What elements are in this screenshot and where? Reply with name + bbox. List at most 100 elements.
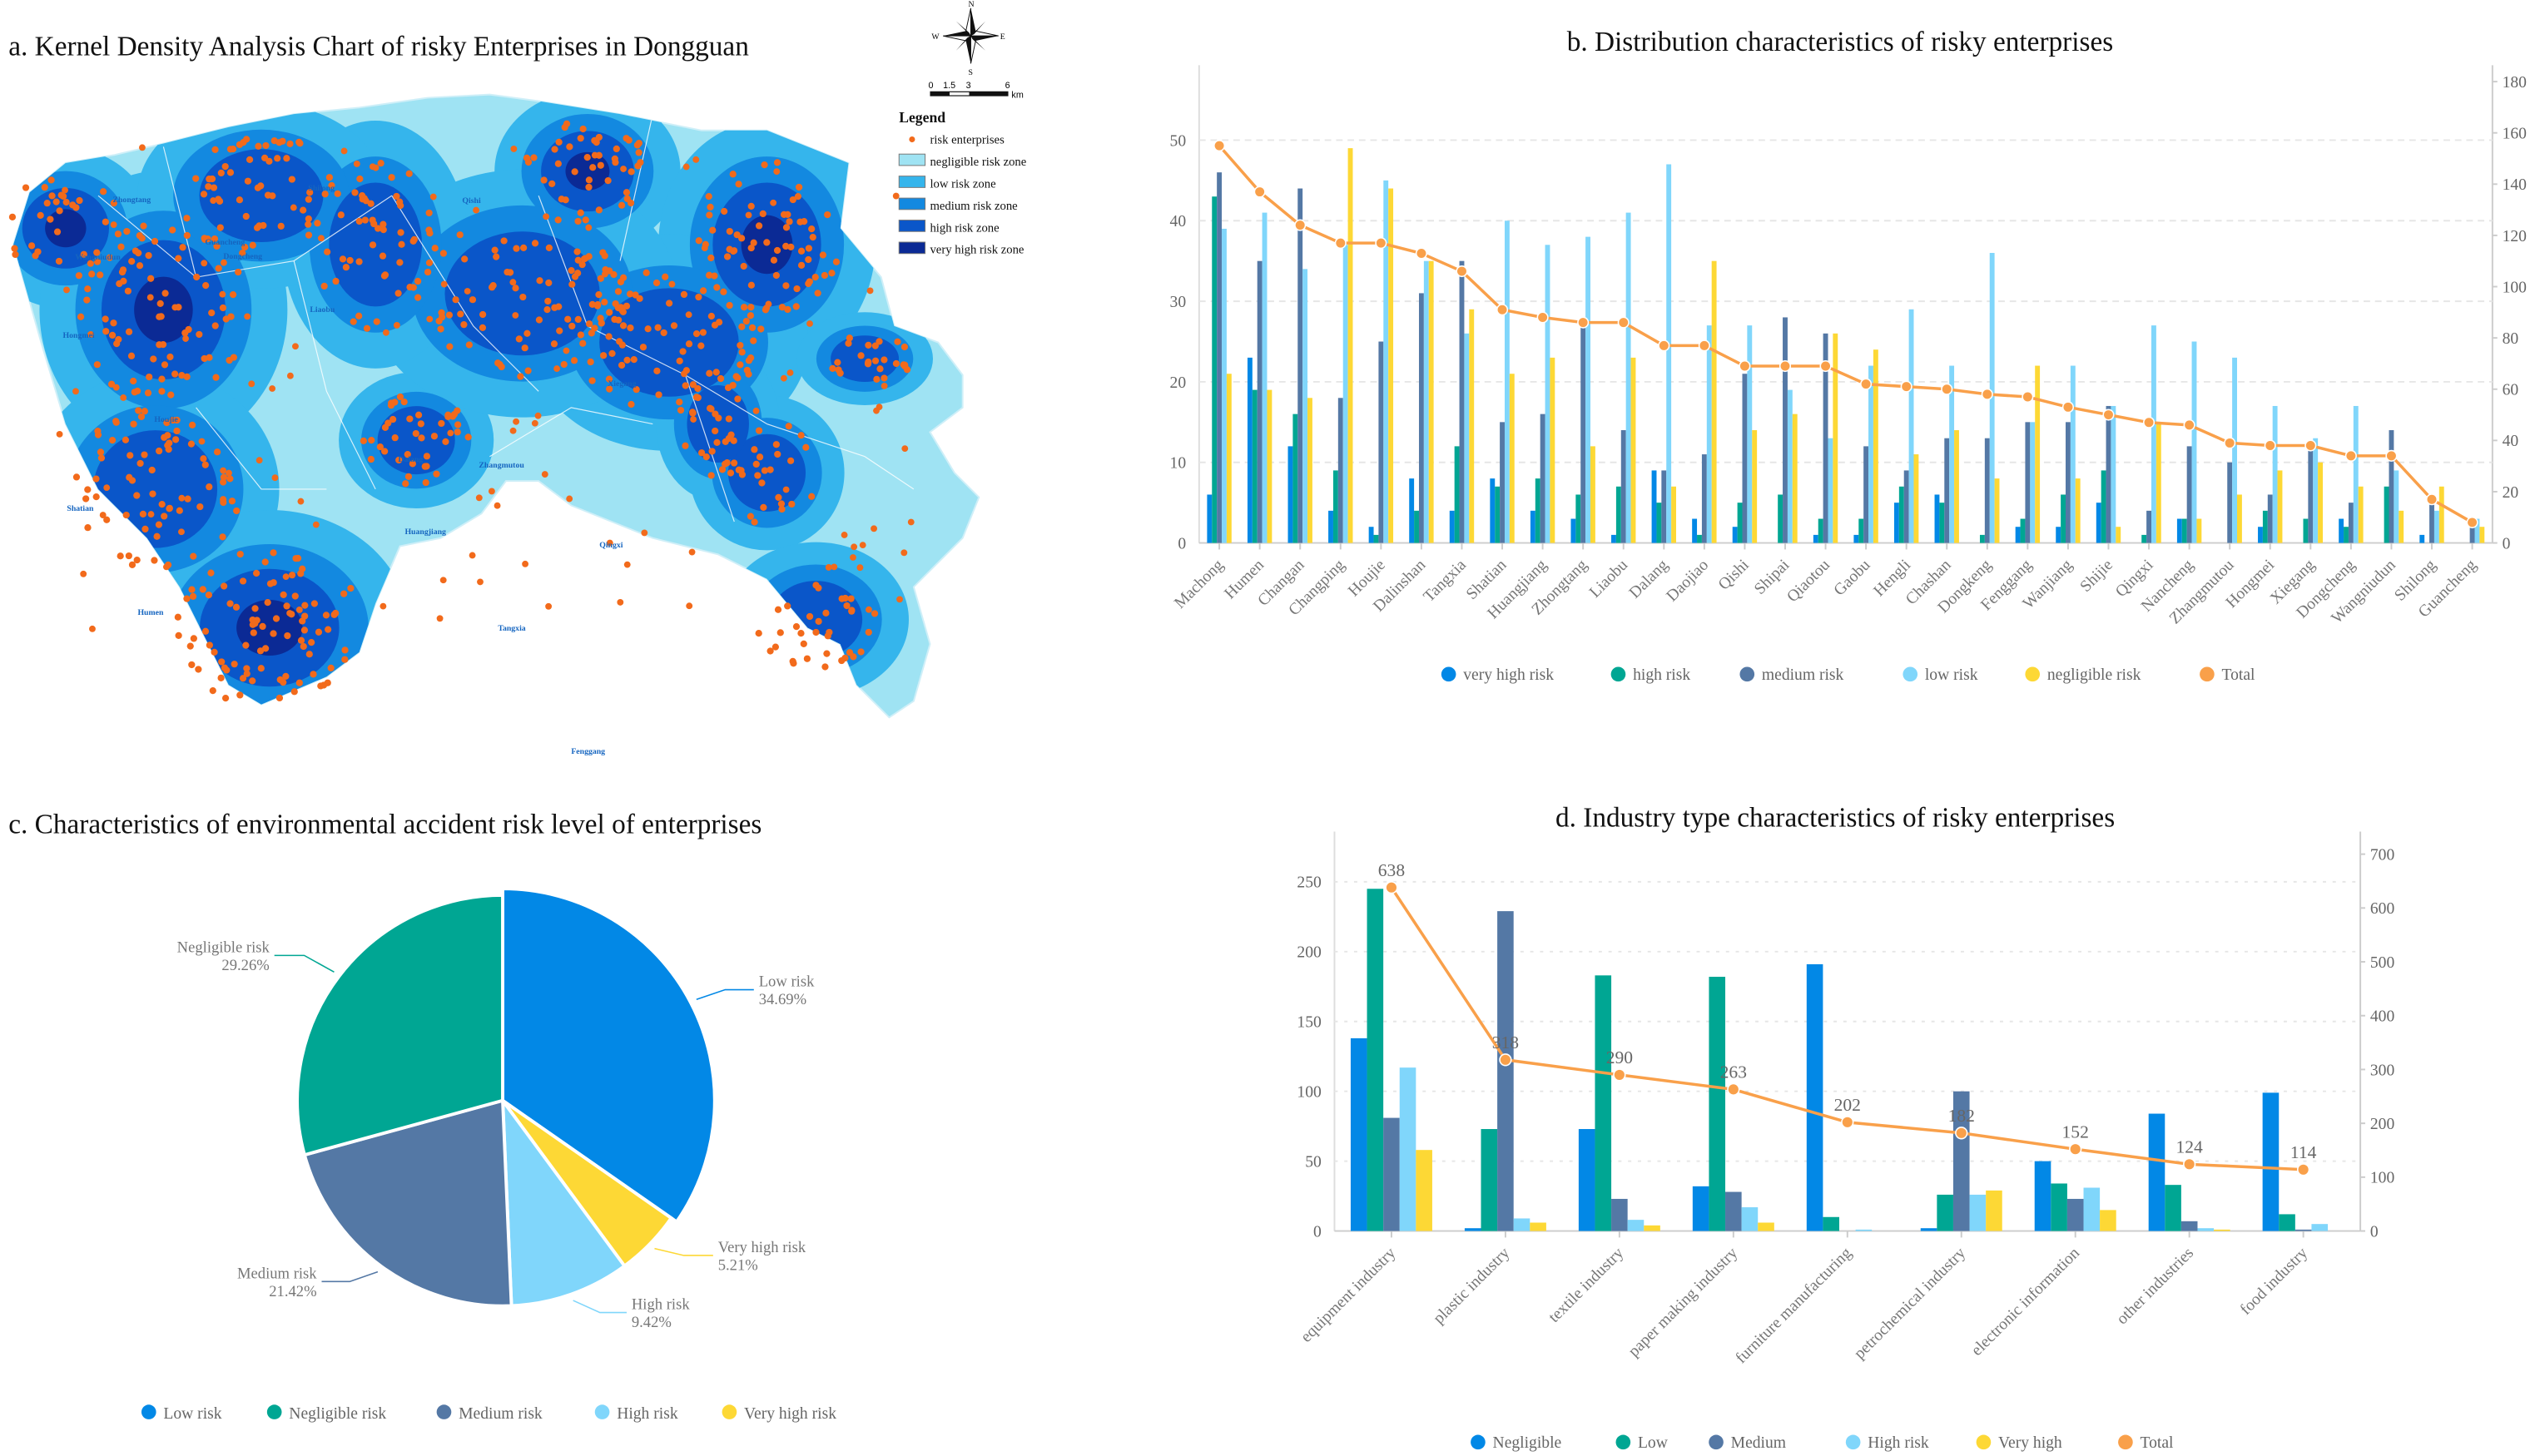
risk-enterprise-dot: [740, 304, 748, 311]
risk-enterprise-dot: [718, 466, 727, 473]
risk-enterprise-dot: [369, 163, 376, 171]
bar-negligible-risk: [2399, 510, 2404, 543]
risk-enterprise-dot: [536, 277, 543, 285]
legend-marker: [266, 1404, 282, 1419]
bar-low-risk: [2030, 422, 2036, 543]
pie-slice: [501, 887, 717, 1225]
bar-negligible-risk: [2075, 478, 2081, 543]
risk-enterprise-dot: [396, 198, 404, 206]
risk-enterprise-dot: [310, 671, 317, 678]
pie-percent: 34.69%: [759, 991, 806, 1008]
y-right-tick-label: 400: [2370, 1008, 2395, 1026]
risk-enterprise-dot: [873, 375, 881, 383]
bar-very-high: [1416, 1150, 1432, 1231]
risk-enterprise-dot: [440, 280, 448, 288]
legend-marker: [1739, 666, 1755, 682]
risk-enterprise-dot: [249, 241, 256, 249]
risk-enterprise-dot: [438, 419, 445, 428]
bar-negligible-risk: [1388, 188, 1394, 543]
bar-low-risk: [1342, 245, 1348, 543]
risk-enterprise-dot: [822, 609, 830, 617]
risk-enterprise-dot: [680, 290, 688, 299]
bar-high-risk: [1656, 503, 1662, 543]
risk-enterprise-dot: [47, 215, 54, 223]
bar-low-risk: [2111, 405, 2116, 543]
risk-enterprise-dot: [210, 184, 218, 191]
bar-high-risk: [1818, 518, 1823, 543]
risk-enterprise-dot: [763, 239, 771, 246]
risk-enterprise-dot: [545, 602, 553, 610]
legend-marker: [1610, 666, 1626, 682]
x-category-label: textile industry: [1545, 1245, 1627, 1326]
legend-label: high risk: [1633, 666, 1690, 684]
risk-enterprise-dot: [358, 192, 366, 200]
risk-enterprise-dot: [797, 261, 806, 269]
risk-enterprise-dot: [772, 271, 780, 280]
bar-low-risk: [1949, 365, 1955, 543]
risk-enterprise-dot: [75, 272, 83, 280]
risk-enterprise-dot: [595, 206, 603, 214]
risk-enterprise-dot: [226, 469, 232, 477]
bar-very-high-risk: [1368, 527, 1374, 543]
town-boundary-line: [293, 260, 376, 490]
risk-enterprise-dot: [84, 486, 92, 493]
risk-enterprise-dot: [617, 598, 624, 606]
risk-enterprise-dot: [803, 655, 811, 662]
risk-enterprise-dot: [430, 433, 439, 440]
risk-enterprise-dot: [325, 626, 332, 633]
risk-enterprise-dot: [156, 341, 163, 349]
total-data-label: 263: [1720, 1062, 1747, 1082]
risk-enterprise-dot: [531, 419, 538, 427]
total-data-label: 182: [1948, 1106, 1975, 1126]
total-line: [1218, 144, 2473, 524]
risk-enterprise-dot: [324, 248, 331, 255]
risk-enterprise-dot: [865, 341, 872, 349]
risk-enterprise-dot: [135, 250, 142, 257]
town-boundary-line: [538, 195, 767, 425]
compass-rose-icon: N S E W: [931, 0, 1005, 77]
risk-enterprise-dot: [558, 196, 565, 203]
risk-enterprise-dot: [387, 402, 395, 409]
risk-enterprise-dot: [163, 419, 171, 427]
town-label: Humen: [137, 608, 164, 617]
risk-enterprise-dot: [151, 237, 159, 245]
risk-enterprise-dot: [94, 428, 102, 435]
risk-enterprise-dot: [566, 143, 573, 151]
risk-enterprise-dot: [342, 264, 350, 271]
risk-enterprise-dot: [251, 605, 259, 612]
total-point: [2466, 516, 2478, 528]
risk-enterprise-dot: [301, 612, 309, 620]
risk-enterprise-dot: [201, 235, 209, 243]
risk-enterprise-dot: [272, 615, 280, 622]
bar-negligible-risk: [1226, 374, 1232, 543]
total-point: [2304, 439, 2317, 452]
risk-enterprise-dot: [346, 256, 354, 265]
total-point: [1577, 316, 1590, 329]
risk-enterprise-dot: [149, 490, 156, 498]
risk-enterprise-dot: [367, 200, 375, 207]
risk-enterprise-dot: [761, 161, 768, 169]
risk-enterprise-dot: [212, 374, 220, 381]
risk-enterprise-dot: [524, 158, 533, 166]
risk-enterprise-dot: [595, 290, 603, 299]
bar-negligible-risk: [2116, 527, 2121, 543]
risk-enterprise-dot: [409, 460, 416, 468]
risk-enterprise-dot: [429, 193, 437, 201]
town-boundary-line: [684, 374, 735, 522]
town-label: Liaobu: [310, 305, 335, 314]
bar-negligible-risk: [1550, 357, 1555, 543]
total-point: [2344, 449, 2357, 462]
risk-enterprise-dot: [161, 290, 169, 297]
bar-medium: [2294, 1229, 2312, 1231]
risk-enterprise-dot: [585, 183, 593, 191]
bar-medium-risk: [2429, 503, 2434, 543]
legend-label: High risk: [617, 1405, 678, 1423]
risk-enterprise-dot: [618, 361, 626, 369]
legend-label: Low risk: [163, 1405, 221, 1423]
risk-enterprise-dot: [530, 154, 538, 161]
bar-negligible-risk: [1954, 430, 1959, 543]
legend-label: Very high: [1998, 1434, 2062, 1452]
bar-very-high: [1758, 1222, 1774, 1231]
pie-label: Negligible risk: [177, 938, 270, 956]
bar-very-high-risk: [1651, 470, 1657, 543]
